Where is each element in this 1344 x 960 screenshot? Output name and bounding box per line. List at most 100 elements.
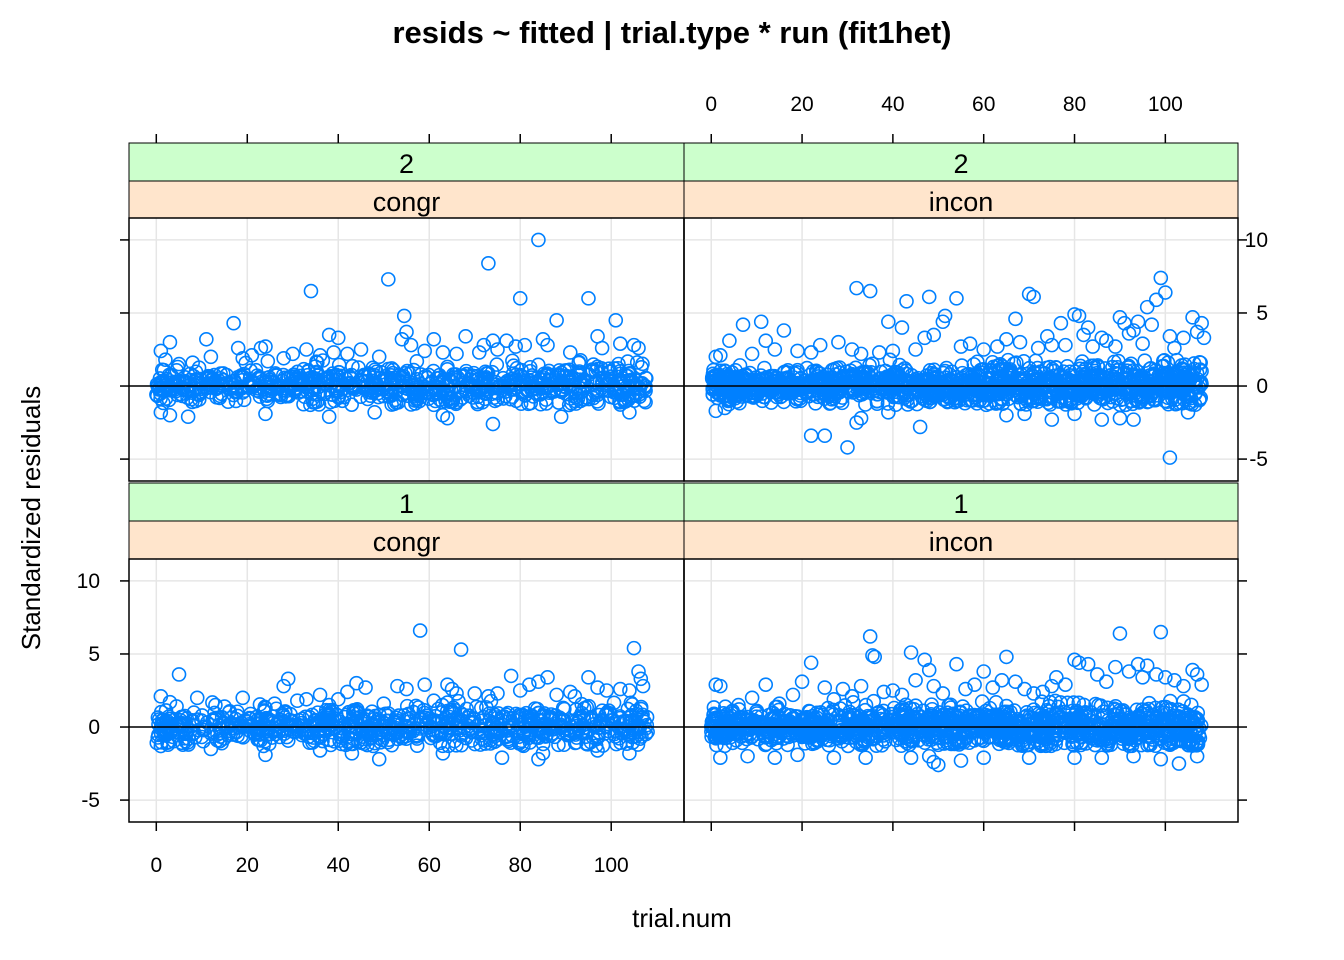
points-top-left — [149, 232, 654, 432]
data-point — [177, 708, 193, 724]
data-point-outlier — [244, 348, 260, 363]
data-point — [280, 387, 296, 403]
data-point-outlier — [390, 678, 405, 694]
data-point — [789, 364, 805, 380]
data-point — [1024, 393, 1040, 409]
data-point-outlier — [935, 686, 951, 701]
data-point — [455, 390, 471, 405]
data-point — [1030, 360, 1045, 376]
data-point-outlier — [876, 684, 892, 700]
data-point — [273, 389, 289, 405]
data-point — [821, 383, 836, 398]
data-point-outlier — [930, 757, 946, 773]
data-point — [212, 390, 227, 406]
data-point-outlier — [435, 746, 451, 761]
data-point-outlier — [812, 337, 828, 353]
data-point-outlier — [1148, 667, 1164, 682]
data-point — [591, 396, 606, 411]
data-point — [1015, 374, 1030, 389]
data-point-outlier — [917, 330, 932, 346]
data-point — [409, 738, 425, 753]
data-point — [963, 392, 978, 408]
data-point-outlier — [290, 693, 305, 709]
data-point — [178, 734, 193, 749]
data-point-outlier — [953, 753, 969, 768]
data-point-outlier — [817, 680, 833, 695]
data-point — [298, 709, 313, 725]
data-point — [359, 708, 375, 723]
data-point-outlier — [403, 337, 419, 353]
panel-border — [683, 217, 1239, 482]
data-point-outlier — [531, 232, 546, 248]
data-point-outlier — [371, 349, 387, 365]
data-point — [1124, 382, 1140, 397]
data-point-outlier — [258, 747, 273, 763]
data-point-outlier — [258, 339, 273, 354]
data-point — [156, 715, 171, 731]
data-point-outlier — [153, 738, 169, 754]
data-point-outlier — [581, 291, 596, 306]
data-point — [1111, 353, 1126, 369]
data-point-outlier — [522, 677, 537, 692]
data-point-outlier — [949, 291, 964, 306]
y-axis-label: Standardized residuals — [16, 386, 46, 651]
data-point — [618, 393, 634, 409]
data-point-outlier — [490, 686, 505, 701]
data-point-outlier — [494, 750, 510, 766]
data-point — [530, 722, 546, 738]
data-point — [444, 394, 460, 409]
data-point-outlier — [1126, 323, 1141, 338]
data-point — [318, 371, 334, 386]
data-point — [705, 382, 721, 397]
data-point-outlier — [894, 320, 910, 335]
data-point-outlier — [549, 312, 564, 328]
data-point-outlier — [613, 336, 628, 351]
data-point — [623, 714, 639, 730]
data-point-outlier — [180, 409, 196, 425]
data-point — [466, 365, 482, 381]
data-point — [342, 375, 358, 391]
data-point-outlier — [508, 339, 523, 354]
data-point-outlier — [849, 280, 864, 296]
x-tick-label: 0 — [150, 854, 162, 877]
data-point-outlier — [490, 342, 505, 357]
data-point-outlier — [1094, 330, 1110, 346]
data-point-outlier — [908, 342, 923, 357]
data-point-outlier — [1012, 334, 1028, 350]
data-point-outlier — [203, 741, 219, 757]
data-point-outlier — [399, 324, 414, 340]
data-point — [888, 397, 904, 413]
data-point — [1013, 382, 1029, 398]
data-point — [1110, 359, 1125, 375]
strip-run-label: 1 — [399, 489, 414, 519]
data-point — [764, 395, 779, 410]
data-point-outlier — [622, 683, 637, 698]
data-point — [620, 354, 636, 369]
data-point-outlier — [535, 746, 551, 761]
data-point-outlier — [531, 674, 546, 690]
data-point — [598, 718, 614, 734]
data-point — [153, 386, 168, 401]
data-point-outlier — [831, 334, 846, 350]
data-point — [831, 373, 847, 389]
data-point-outlier — [767, 342, 783, 357]
data-point — [422, 376, 438, 392]
data-point-outlier — [1130, 314, 1146, 330]
data-point — [303, 370, 318, 386]
data-point-outlier — [899, 293, 914, 309]
strip-trial-type-label: congr — [373, 187, 441, 217]
data-point — [748, 370, 763, 385]
data-point — [574, 705, 590, 721]
data-point — [296, 396, 311, 412]
data-point — [486, 722, 502, 738]
strip-run — [128, 482, 685, 522]
data-point-outlier — [1058, 677, 1073, 692]
data-point — [588, 363, 604, 379]
data-point — [1083, 358, 1099, 374]
data-point-outlier — [449, 346, 464, 362]
data-point-outlier — [1112, 410, 1128, 426]
data-point — [160, 735, 175, 751]
data-point-outlier — [471, 345, 487, 360]
data-point — [412, 721, 428, 736]
